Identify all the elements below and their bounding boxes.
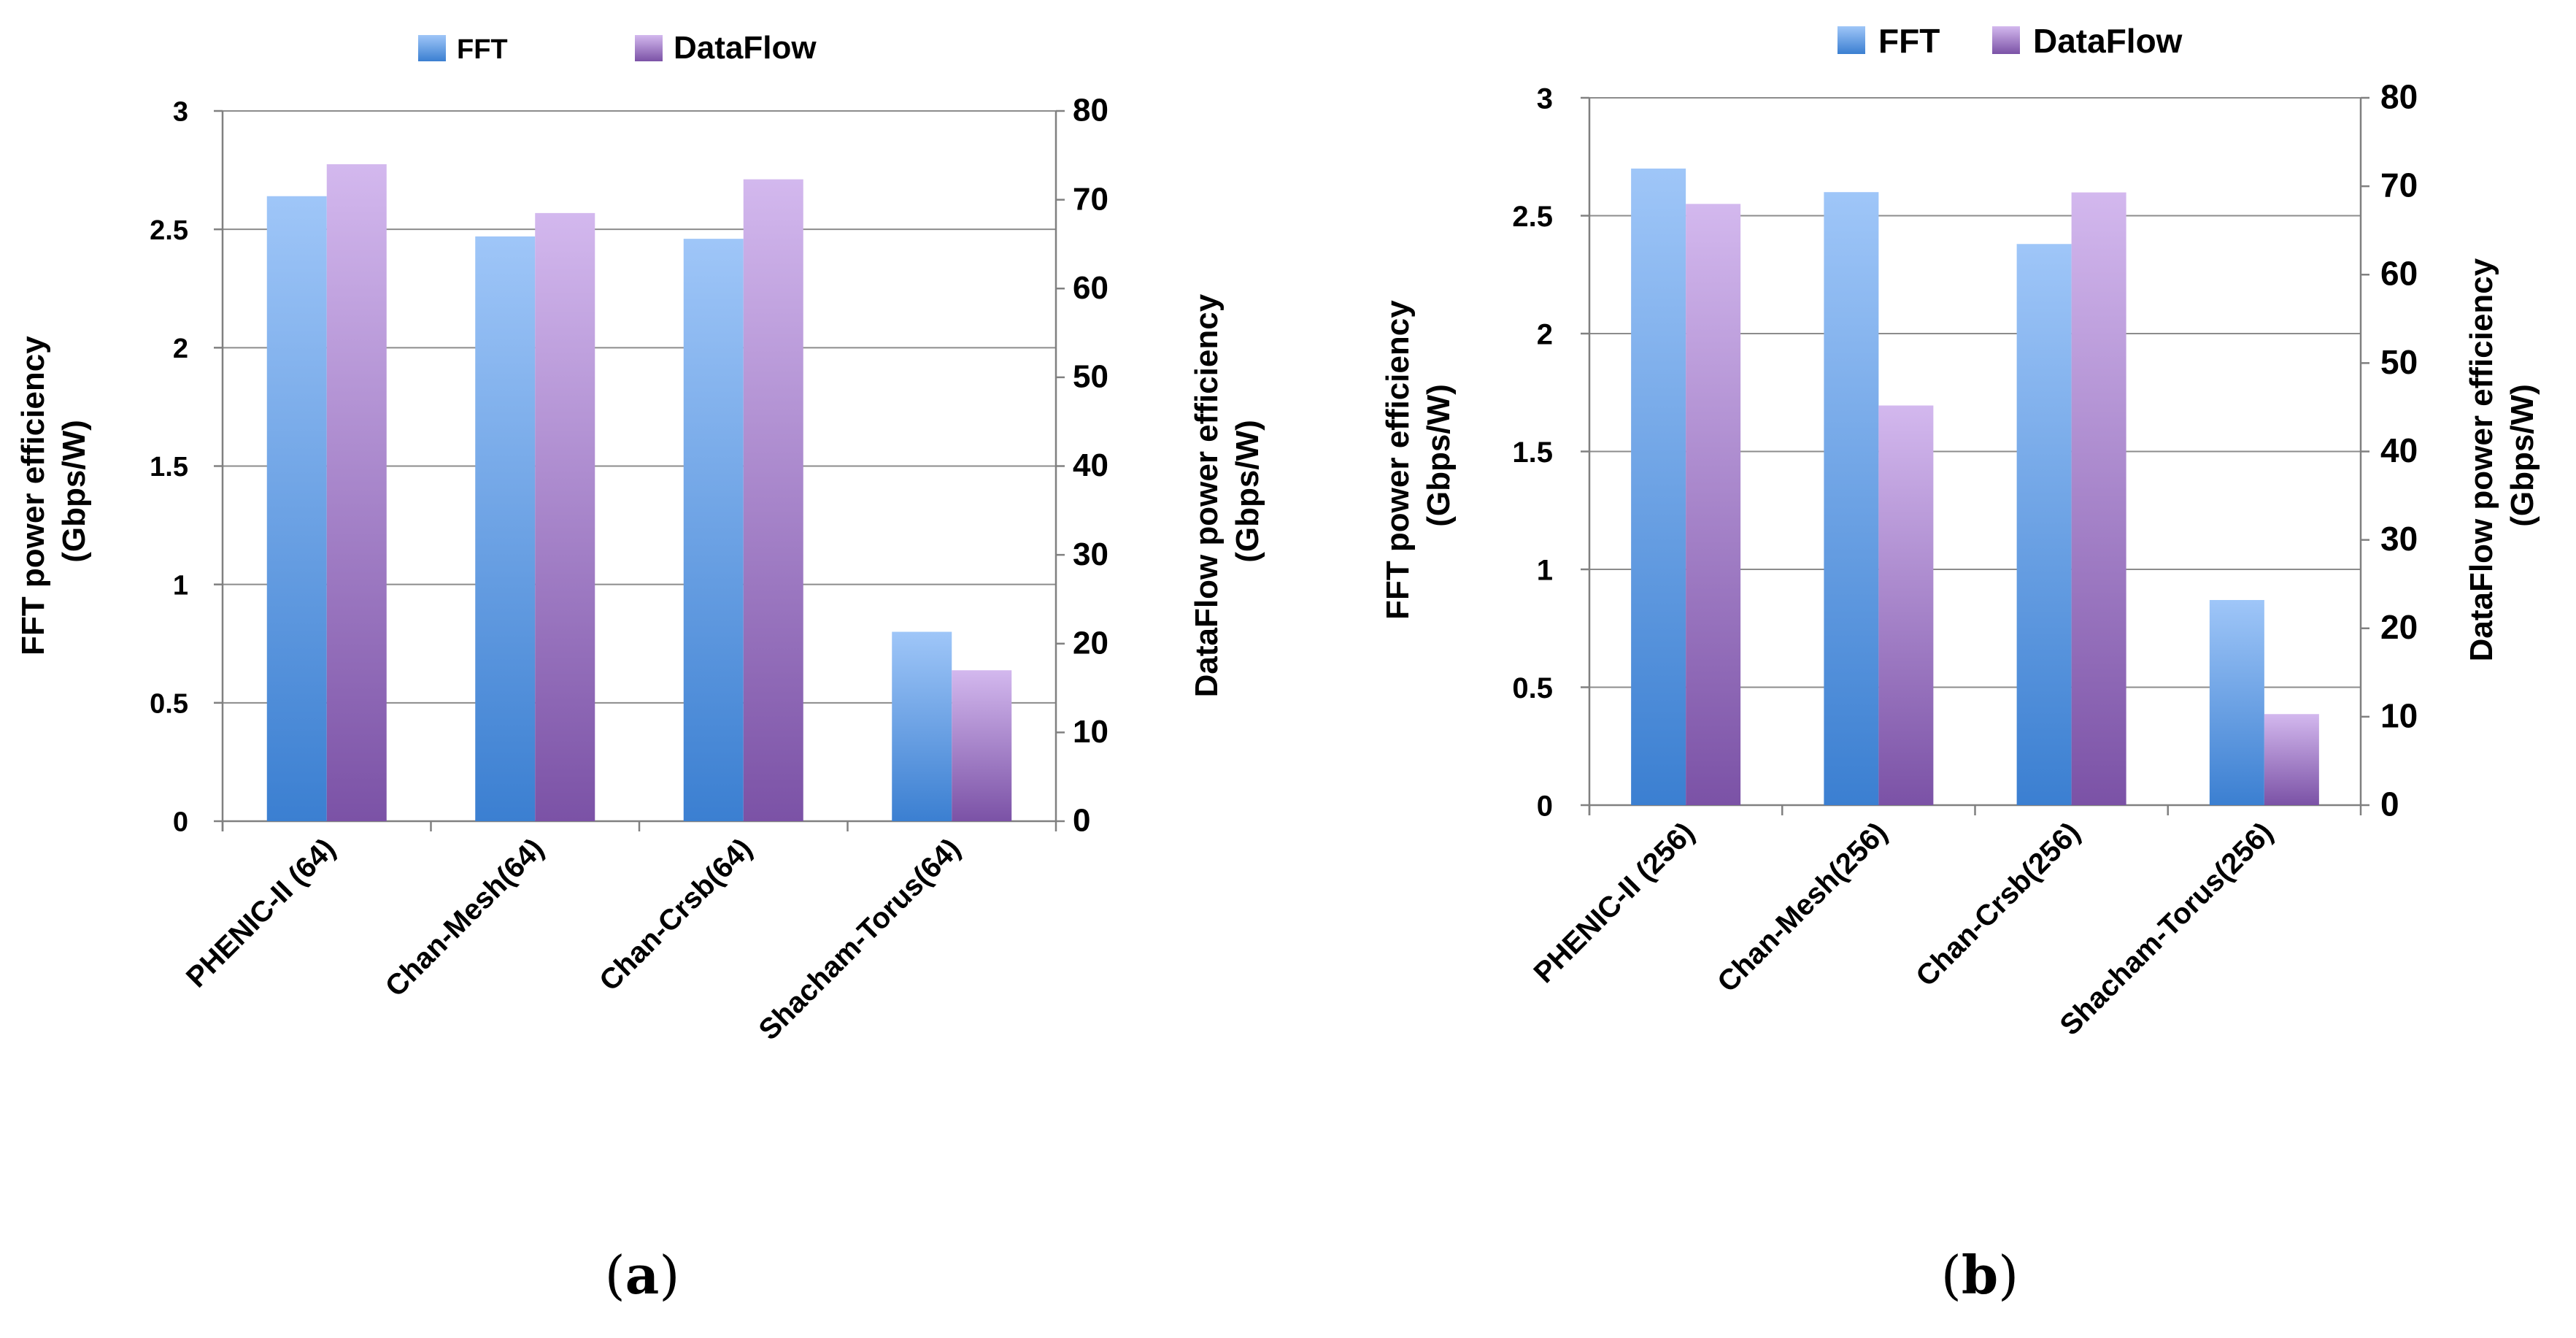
y-tick-label-right: 60 xyxy=(2380,255,2418,293)
y-tick-label-right: 40 xyxy=(1073,447,1108,483)
y-axis-title-left-line2: (Gbps/W) xyxy=(56,420,92,563)
bar-dataflow xyxy=(2264,714,2319,805)
x-category-label: Shacham-Torus(256) xyxy=(2054,816,2279,1042)
bar-dataflow xyxy=(2071,192,2126,805)
x-category-label: Chan-Mesh(64) xyxy=(379,832,550,1003)
y-axis-title-left-line1: FFT power efficiency xyxy=(15,336,51,655)
y-tick-label-left: 1 xyxy=(1537,554,1553,586)
y-tick-label-left: 0.5 xyxy=(150,689,188,720)
legend-swatch-fft xyxy=(418,35,446,61)
x-category-label: Shacham-Torus(64) xyxy=(753,832,967,1046)
legend-label-fft: FFT xyxy=(1878,22,1940,60)
y-tick-label-right: 60 xyxy=(1073,270,1108,306)
panel-caption-b: (b) xyxy=(1941,1244,2019,1306)
y-tick-label-left: 1.5 xyxy=(1512,437,1553,469)
y-tick-label-right: 80 xyxy=(1073,93,1108,128)
chart-panel-b: FFT DataFlow 0 0.5 1 1.5 2 2.5 3 0 10 20 30 40 50 60… xyxy=(1380,22,2540,1306)
y-axis-title-left-line2: (Gbps/W) xyxy=(1421,384,1457,527)
y-tick-label-right: 30 xyxy=(2380,520,2418,558)
y-ticks-right: 0 10 20 30 40 50 60 70 80 xyxy=(1073,93,1108,839)
bar-dataflow xyxy=(535,212,595,821)
y-tick-label-left: 0.5 xyxy=(1512,672,1553,704)
bars xyxy=(266,164,1012,822)
y-tick-label-left: 2 xyxy=(1537,318,1553,350)
y-tick-label-right: 80 xyxy=(2380,77,2418,115)
legend-label-dataflow: DataFlow xyxy=(674,30,817,66)
bar-fft xyxy=(1824,192,1879,805)
bar-fft xyxy=(266,196,327,821)
chart-panel-a: FFT DataFlow 0 0.5 1 1.5 2 2.5 3 0 10 20 30 40 50 60… xyxy=(15,30,1265,1306)
y-tick-label-right: 40 xyxy=(2380,431,2418,469)
y-tick-label-right: 30 xyxy=(1073,537,1108,572)
y-tick-label-right: 20 xyxy=(2380,608,2418,646)
x-category-label: Chan-Crsb(256) xyxy=(1910,816,2086,993)
y-axis-title-left: FFT power efficiency (Gbps/W) xyxy=(1380,291,1457,620)
bar-dataflow xyxy=(743,179,803,821)
y-axis-title-right-line1: DataFlow power efficiency xyxy=(2464,258,2499,661)
bar-dataflow xyxy=(952,670,1012,821)
y-tick-label-right: 50 xyxy=(1073,359,1108,395)
legend-label-fft: FFT xyxy=(457,34,508,65)
y-tick-label-left: 0 xyxy=(173,807,188,838)
y-tick-label-right: 0 xyxy=(2380,785,2399,823)
legend-swatch-dataflow xyxy=(635,35,663,61)
bar-dataflow xyxy=(1686,204,1741,806)
y-tick-label-left: 0 xyxy=(1537,790,1553,822)
y-ticks-right: 0 10 20 30 40 50 60 70 80 xyxy=(2380,77,2418,823)
y-tick-label-right: 0 xyxy=(1073,803,1090,839)
legend-swatch-fft xyxy=(1837,26,1865,54)
y-tick-label-right: 50 xyxy=(2380,343,2418,381)
bar-fft xyxy=(683,239,744,821)
category-labels: PHENIC-II (256) Chan-Mesh(256) Chan-Crsb(2… xyxy=(1527,816,2279,1042)
y-tick-label-right: 10 xyxy=(2380,696,2418,734)
y-tick-label-left: 2.5 xyxy=(1512,201,1553,233)
y-axis-title-right-line1: DataFlow power efficiency xyxy=(1189,293,1225,697)
y-tick-label-right: 70 xyxy=(2380,166,2418,204)
x-category-label: Chan-Crsb(64) xyxy=(593,832,758,997)
y-tick-label-left: 1.5 xyxy=(150,452,188,482)
y-tick-label-left: 1 xyxy=(173,570,188,601)
legend-label-dataflow: DataFlow xyxy=(2033,22,2183,60)
bars xyxy=(1631,168,2319,806)
y-axis-title-left-line1: FFT power efficiency xyxy=(1380,300,1416,620)
legend: FFT DataFlow xyxy=(1837,22,2183,60)
bar-fft xyxy=(2209,599,2264,805)
y-tick-label-right: 10 xyxy=(1073,714,1108,750)
y-axis-title-right: DataFlow power efficiency (Gbps/W) xyxy=(2464,250,2540,662)
legend: FFT DataFlow xyxy=(418,30,817,66)
panel-caption-a: (a) xyxy=(605,1244,680,1306)
bar-fft xyxy=(892,631,952,821)
y-tick-label-left: 3 xyxy=(173,97,188,128)
x-category-label: Chan-Mesh(256) xyxy=(1711,816,1894,999)
y-axis-title-right-line2: (Gbps/W) xyxy=(2504,384,2540,527)
y-axis-title-left: FFT power efficiency (Gbps/W) xyxy=(15,327,92,655)
bar-dataflow xyxy=(1878,405,1934,805)
bar-fft xyxy=(1631,168,1686,805)
y-tick-label-right: 70 xyxy=(1073,181,1108,217)
y-axis-title-right-line2: (Gbps/W) xyxy=(1230,420,1265,563)
panel-caption-a-letter: a xyxy=(625,1244,660,1306)
y-tick-label-left: 3 xyxy=(1537,82,1553,115)
y-ticks-left: 0 0.5 1 1.5 2 2.5 3 xyxy=(150,97,188,838)
y-tick-label-right: 20 xyxy=(1073,625,1108,661)
x-category-label: PHENIC-II (64) xyxy=(180,832,342,993)
y-ticks-left: 0 0.5 1 1.5 2 2.5 3 xyxy=(1512,82,1553,822)
x-category-label: PHENIC-II (256) xyxy=(1527,816,1700,989)
bar-dataflow xyxy=(326,164,387,822)
bar-fft xyxy=(475,236,536,821)
y-tick-label-left: 2.5 xyxy=(150,215,188,246)
legend-swatch-dataflow xyxy=(1992,26,2020,54)
y-axis-title-right: DataFlow power efficiency (Gbps/W) xyxy=(1189,285,1265,698)
category-labels: PHENIC-II (64) Chan-Mesh(64) Chan-Crsb(64)… xyxy=(180,832,967,1046)
panel-caption-b-letter: b xyxy=(1962,1244,1998,1306)
y-tick-label-left: 2 xyxy=(173,334,188,364)
bar-fft xyxy=(2016,244,2072,805)
